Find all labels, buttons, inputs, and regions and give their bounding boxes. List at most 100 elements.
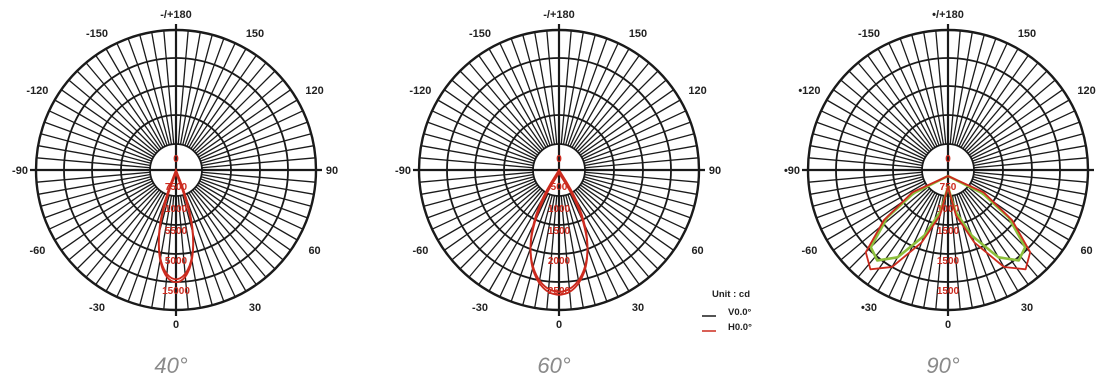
grid-spoke — [911, 194, 942, 306]
grid-spoke — [584, 157, 699, 169]
grid-spoke — [956, 194, 997, 302]
grid-spoke — [964, 62, 1039, 151]
angle-tick-label: 90 — [709, 165, 721, 177]
grid-spoke — [867, 54, 934, 150]
grid-spoke — [573, 190, 640, 286]
angle-tick-label: 120 — [688, 85, 706, 97]
angle-tick-label: -60 — [29, 245, 45, 257]
grid-spoke — [451, 79, 540, 154]
grid-spoke — [443, 89, 539, 156]
grid-spoke — [44, 121, 152, 162]
legend-v0-label: V0.0° — [728, 307, 752, 318]
grid-spoke — [151, 195, 173, 308]
grid-spoke — [560, 30, 572, 145]
angle-tick-label: 60 — [1080, 245, 1092, 257]
grid-spoke — [54, 99, 154, 158]
grid-spoke — [186, 42, 236, 147]
grid-spoke — [184, 194, 225, 302]
ring-value-label: 1500 — [937, 256, 960, 267]
angle-tick-label: 60 — [308, 245, 320, 257]
grid-spoke — [582, 180, 687, 230]
grid-spoke — [510, 38, 551, 146]
grid-spoke — [127, 38, 168, 146]
grid-spoke — [954, 34, 985, 146]
grid-spoke — [935, 30, 947, 145]
grid-spoke — [848, 70, 931, 153]
grid-spoke — [459, 187, 542, 270]
grid-spoke — [478, 190, 545, 286]
angle-tick-label: 150 — [629, 28, 647, 40]
legend: Unit : cd V0.0° H0.0° — [702, 289, 752, 333]
ring-value-label: 0 — [173, 154, 179, 165]
grid-spoke — [201, 145, 314, 167]
grid-spoke — [177, 30, 189, 145]
grid-spoke — [810, 173, 923, 195]
grid-spoke — [105, 192, 164, 292]
grid-spoke — [196, 89, 292, 156]
angle-tick-label: 0 — [556, 319, 562, 331]
grid-spoke — [826, 182, 926, 241]
grid-spoke — [960, 48, 1019, 148]
angle-tick-label: 0 — [945, 319, 951, 331]
ring-value-label: 5000 — [165, 256, 188, 267]
grid-spoke — [85, 189, 160, 278]
grid-spoke — [95, 54, 162, 150]
grid-spoke — [832, 89, 928, 156]
grid-spoke — [38, 145, 151, 167]
grid-spoke — [973, 171, 1088, 183]
ring-value-label: 5500 — [165, 226, 188, 237]
grid-spoke — [36, 171, 151, 183]
grid-spoke — [139, 194, 170, 306]
grid-spoke — [546, 195, 558, 310]
grid-spoke — [177, 195, 189, 310]
grid-spoke — [60, 89, 156, 156]
grid-spoke — [973, 145, 1086, 167]
angle-tick-label: 150 — [246, 28, 264, 40]
ring-value-label: 1500 — [937, 226, 960, 237]
angle-tick-label: -120 — [409, 85, 431, 97]
grid-spoke — [54, 182, 154, 241]
grid-spoke — [877, 48, 936, 148]
grid-spoke — [421, 173, 534, 195]
grid-spoke — [193, 70, 276, 153]
grid-spoke — [116, 42, 166, 147]
grid-spoke — [190, 54, 257, 150]
grid-spoke — [437, 99, 537, 158]
angle-tick-label: -30 — [89, 302, 105, 314]
ring-value-label: 7500 — [165, 182, 188, 193]
grid-spoke — [578, 186, 667, 261]
grid-spoke — [569, 193, 619, 298]
grid-spoke — [198, 99, 298, 158]
grid-spoke — [488, 192, 547, 292]
beam-angle-caption: 60° — [537, 353, 570, 376]
grid-spoke — [427, 178, 535, 219]
grid-spoke — [583, 176, 695, 207]
grid-spoke — [184, 38, 225, 146]
grid-spoke — [44, 178, 152, 219]
angle-tick-label: -150 — [858, 28, 880, 40]
grid-spoke — [48, 180, 153, 230]
grid-spoke — [488, 48, 547, 148]
legend-unit: Unit : cd — [712, 289, 750, 300]
grid-spoke — [935, 195, 947, 310]
grid-spoke — [583, 133, 695, 164]
grid-spoke — [971, 180, 1076, 230]
grid-spoke — [200, 121, 308, 162]
grid-spoke — [567, 38, 608, 146]
grid-spoke — [581, 182, 681, 241]
grid-spoke — [522, 194, 553, 306]
grid-spoke — [584, 145, 697, 167]
grid-spoke — [499, 42, 549, 147]
polar-chart-90deg: •/+1801501209060300•30-60•90•120-1500750… — [784, 9, 1096, 376]
grid-spoke — [808, 171, 923, 183]
grid-spoke — [195, 186, 284, 261]
grid-spoke — [560, 195, 572, 310]
grid-spoke — [820, 110, 925, 160]
angle-tick-label: •30 — [861, 302, 877, 314]
grid-spoke — [569, 42, 619, 147]
grid-spoke — [562, 32, 584, 145]
grid-spoke — [578, 79, 667, 154]
grid-spoke — [562, 195, 584, 308]
grid-spoke — [972, 178, 1080, 219]
